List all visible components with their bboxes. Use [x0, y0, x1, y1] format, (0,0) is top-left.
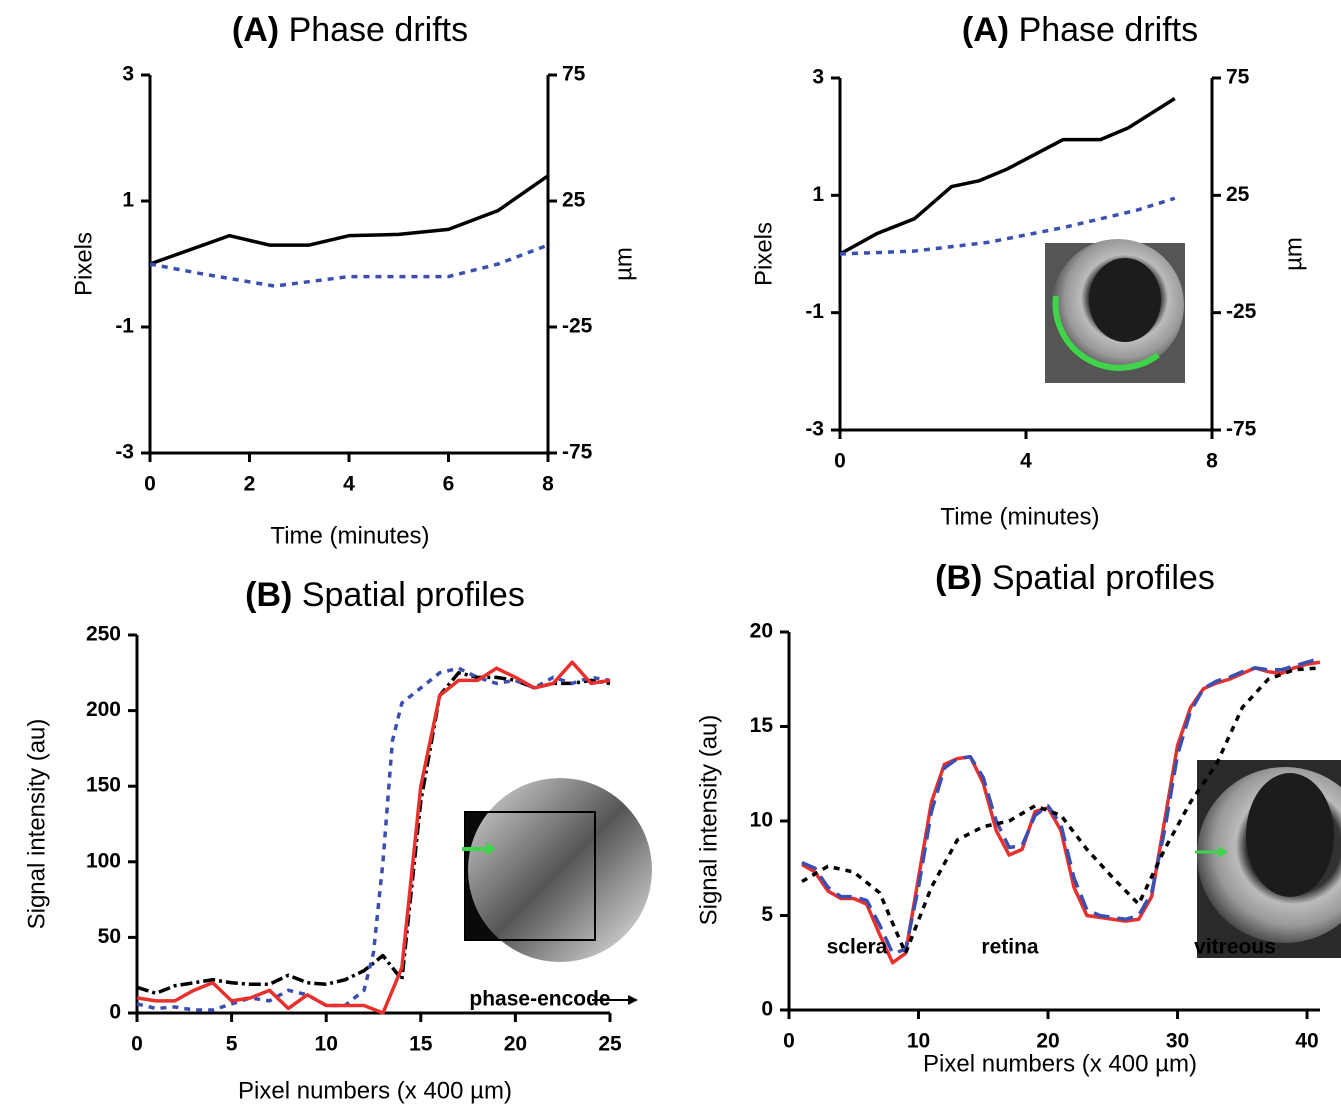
- y-tick-label: 1: [122, 189, 134, 212]
- panel-label: (B): [935, 559, 982, 597]
- y-tick-label: 10: [750, 809, 773, 832]
- y-axis-label: Signal intensity (au): [695, 715, 722, 926]
- y2-tick-label: 75: [562, 63, 586, 86]
- y-tick-label: 200: [86, 698, 121, 721]
- y-tick-label: 15: [750, 714, 774, 737]
- y2-tick-label: 25: [1226, 183, 1250, 206]
- x-tick-label: 30: [1166, 1030, 1189, 1053]
- y2-tick-label: 25: [562, 189, 586, 212]
- annotation: phase-encode: [469, 988, 610, 1011]
- x-tick-label: 40: [1295, 1030, 1318, 1053]
- y-tick-label: 100: [86, 849, 121, 872]
- x-tick-label: 6: [443, 473, 455, 496]
- x-tick-label: 0: [783, 1030, 795, 1053]
- y-tick-label: 3: [812, 66, 824, 89]
- x-tick-label: 10: [315, 1033, 338, 1056]
- series-line: [839, 196, 1176, 256]
- x-tick-label: 2: [244, 473, 256, 496]
- x-tick-label: 8: [542, 473, 554, 496]
- x-axis-label: Pixel numbers (x 400 µm): [923, 1050, 1197, 1077]
- x-tick-label: 0: [144, 473, 156, 496]
- x-tick-label: 8: [1206, 450, 1218, 473]
- x-tick-label: 4: [343, 473, 355, 496]
- y-tick-label: 5: [761, 903, 773, 926]
- y-tick-label: 0: [109, 1001, 121, 1024]
- inset-image: [1045, 239, 1185, 383]
- annotation: retina: [981, 936, 1039, 959]
- y2-tick-label: -75: [562, 441, 593, 464]
- y-axis-label: Signal intensity (au): [23, 719, 50, 930]
- title-text: Spatial profiles: [302, 576, 525, 614]
- y-tick-label: 250: [86, 623, 121, 646]
- series-line: [149, 243, 549, 288]
- y-tick-label: 0: [761, 998, 773, 1021]
- y-tick-label: -1: [115, 315, 134, 338]
- chart-title: (B) Spatial profiles: [245, 576, 525, 614]
- panel-label: (B): [245, 576, 292, 614]
- y-tick-label: 20: [750, 620, 773, 643]
- series-line: [136, 666, 611, 1012]
- annotation: sclera: [827, 936, 888, 959]
- x-tick-label: 15: [409, 1033, 433, 1056]
- y2-axis-label: µm: [610, 247, 637, 281]
- title-text: Phase drifts: [1019, 11, 1199, 49]
- x-tick-label: 10: [907, 1030, 930, 1053]
- y-tick-label: 3: [122, 63, 134, 86]
- series-line: [839, 97, 1176, 256]
- y-tick-label: -3: [115, 441, 134, 464]
- y-tick-label: -3: [805, 418, 824, 441]
- series-line: [136, 660, 611, 1015]
- x-axis-label: Time (minutes): [940, 503, 1099, 530]
- chart-title: (A) Phase drifts: [232, 11, 468, 49]
- x-tick-label: 20: [1036, 1030, 1059, 1053]
- panel-label: (A): [232, 11, 279, 49]
- title-text: Spatial profiles: [992, 559, 1215, 597]
- chart-title: (A) Phase drifts: [962, 11, 1198, 49]
- series-line: [801, 666, 1321, 956]
- x-tick-label: 25: [598, 1033, 622, 1056]
- annotation: vitreous: [1194, 936, 1276, 959]
- y-axis-label: Pixels: [70, 232, 97, 296]
- y-tick-label: -1: [805, 300, 824, 323]
- chart-title: (B) Spatial profiles: [935, 559, 1215, 597]
- inset-image: [462, 778, 652, 962]
- panel-label: (A): [962, 11, 1009, 49]
- y2-tick-label: -25: [562, 315, 593, 338]
- series-line: [136, 671, 611, 996]
- title-text: Phase drifts: [289, 11, 469, 49]
- y2-tick-label: -75: [1226, 418, 1257, 441]
- y2-axis-label: µm: [1280, 237, 1307, 271]
- x-tick-label: 0: [131, 1033, 143, 1056]
- y2-tick-label: 75: [1226, 66, 1250, 89]
- x-axis-label: Pixel numbers (x 400 µm): [238, 1077, 512, 1104]
- series-line: [149, 174, 550, 266]
- x-tick-label: 0: [834, 450, 846, 473]
- y-axis-label: Pixels: [750, 222, 777, 286]
- y-tick-label: 1: [812, 183, 824, 206]
- y-tick-label: 150: [86, 774, 121, 797]
- x-tick-label: 4: [1020, 450, 1032, 473]
- x-tick-label: 5: [226, 1033, 238, 1056]
- x-axis-label: Time (minutes): [270, 522, 429, 549]
- inset-image: [1195, 760, 1341, 958]
- series-line: [801, 656, 1321, 956]
- y-tick-label: 50: [98, 925, 121, 948]
- y2-tick-label: -25: [1226, 300, 1257, 323]
- x-tick-label: 20: [504, 1033, 527, 1056]
- annotation-arrow-head: [628, 995, 638, 1005]
